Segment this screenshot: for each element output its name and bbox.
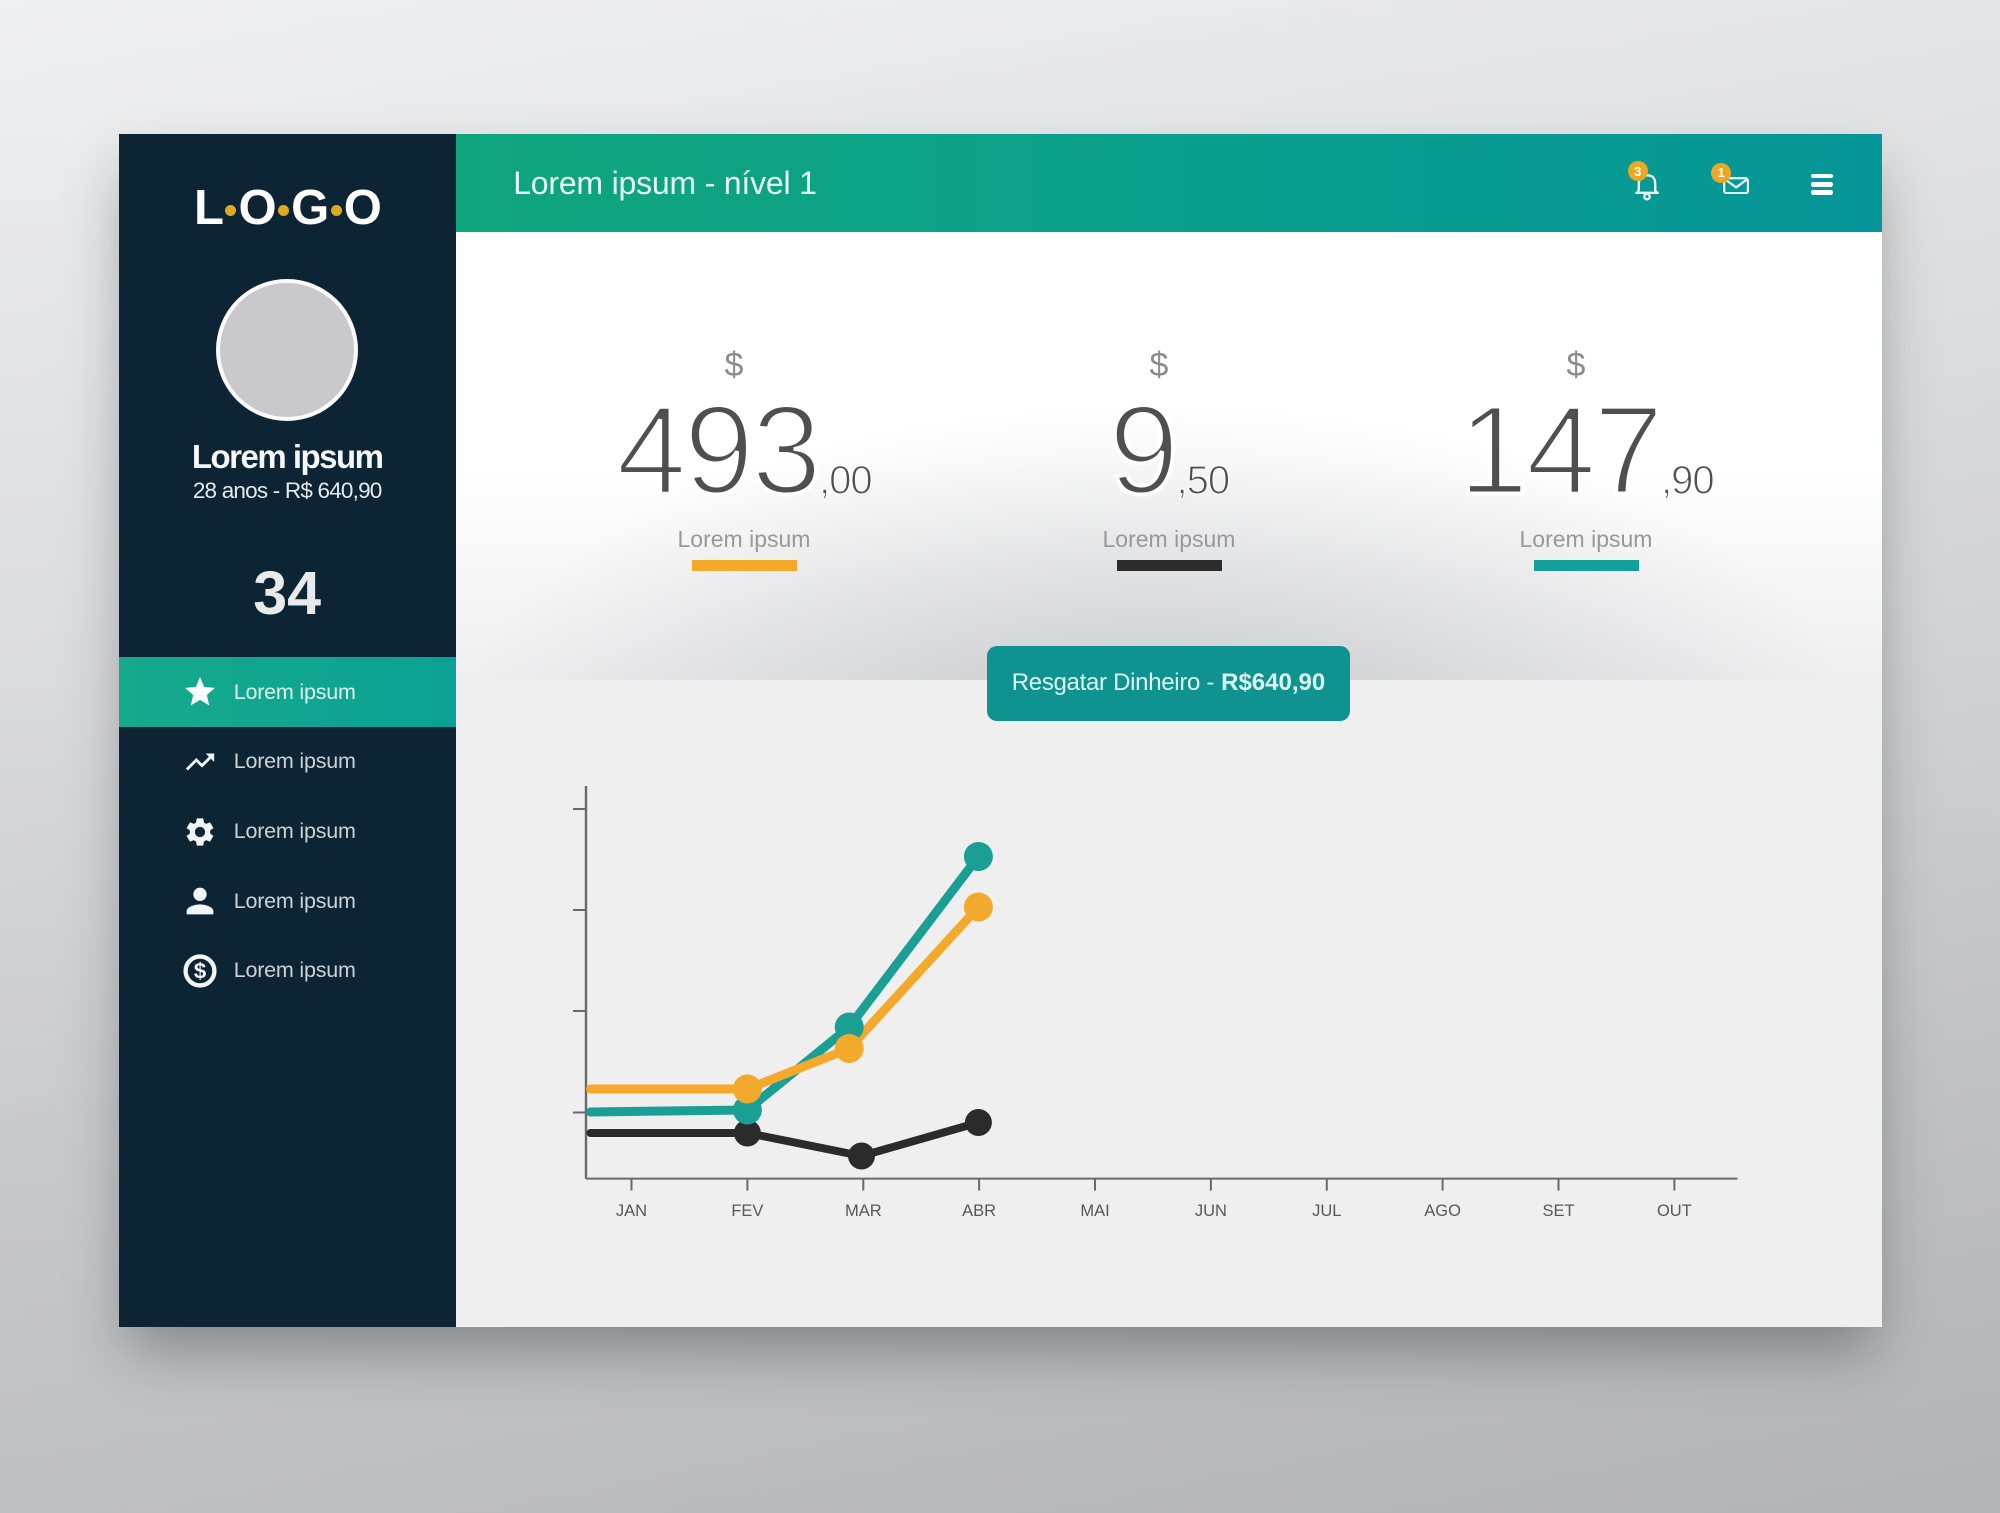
svg-text:JUL: JUL bbox=[1312, 1202, 1341, 1220]
svg-text:493,00: 493,00 bbox=[616, 382, 871, 517]
svg-text:AGO: AGO bbox=[1424, 1202, 1461, 1220]
svg-text:JUN: JUN bbox=[1195, 1202, 1227, 1220]
svg-text:OUT: OUT bbox=[1657, 1202, 1692, 1220]
svg-text:9,50: 9,50 bbox=[1109, 382, 1229, 517]
svg-text:147,90: 147,90 bbox=[1458, 382, 1713, 517]
svg-text:FEV: FEV bbox=[731, 1202, 763, 1220]
svg-text:SET: SET bbox=[1542, 1202, 1574, 1220]
svg-text:$: $ bbox=[194, 958, 207, 983]
svg-text:ABR: ABR bbox=[962, 1202, 996, 1220]
svg-text:MAI: MAI bbox=[1080, 1202, 1109, 1220]
svg-text:MAR: MAR bbox=[845, 1202, 882, 1220]
svg-text:JAN: JAN bbox=[616, 1202, 647, 1220]
